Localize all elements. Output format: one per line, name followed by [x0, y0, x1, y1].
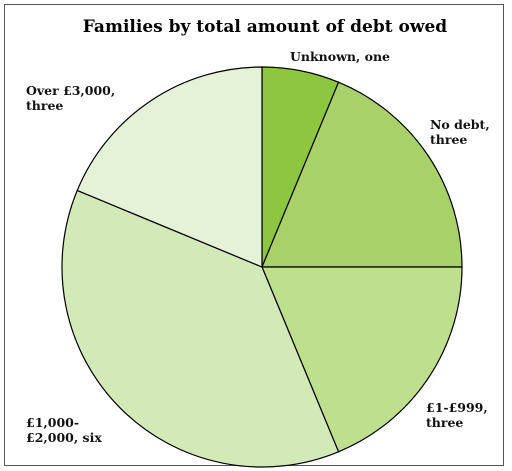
slice-label-2: No debt, three	[430, 117, 490, 147]
pie-slices	[61, 66, 463, 468]
pie-labels: Unknown, one No debt, three £1-£999, three £1…	[26, 49, 490, 445]
slice-label-1: Unknown, one	[290, 49, 390, 64]
pie-slice-3	[261, 266, 463, 453]
chart-title: Families by total amount of debt owed	[83, 17, 447, 37]
pie-slice-2	[261, 81, 463, 268]
slice-label-3: £1-£999, three	[426, 400, 488, 430]
slice-label-5: Over £3,000, three	[26, 83, 115, 113]
pie-slice-4	[61, 189, 340, 468]
pie-slice-5	[76, 66, 263, 268]
slice-label-4: £1,000-£2,000, six	[26, 415, 102, 445]
